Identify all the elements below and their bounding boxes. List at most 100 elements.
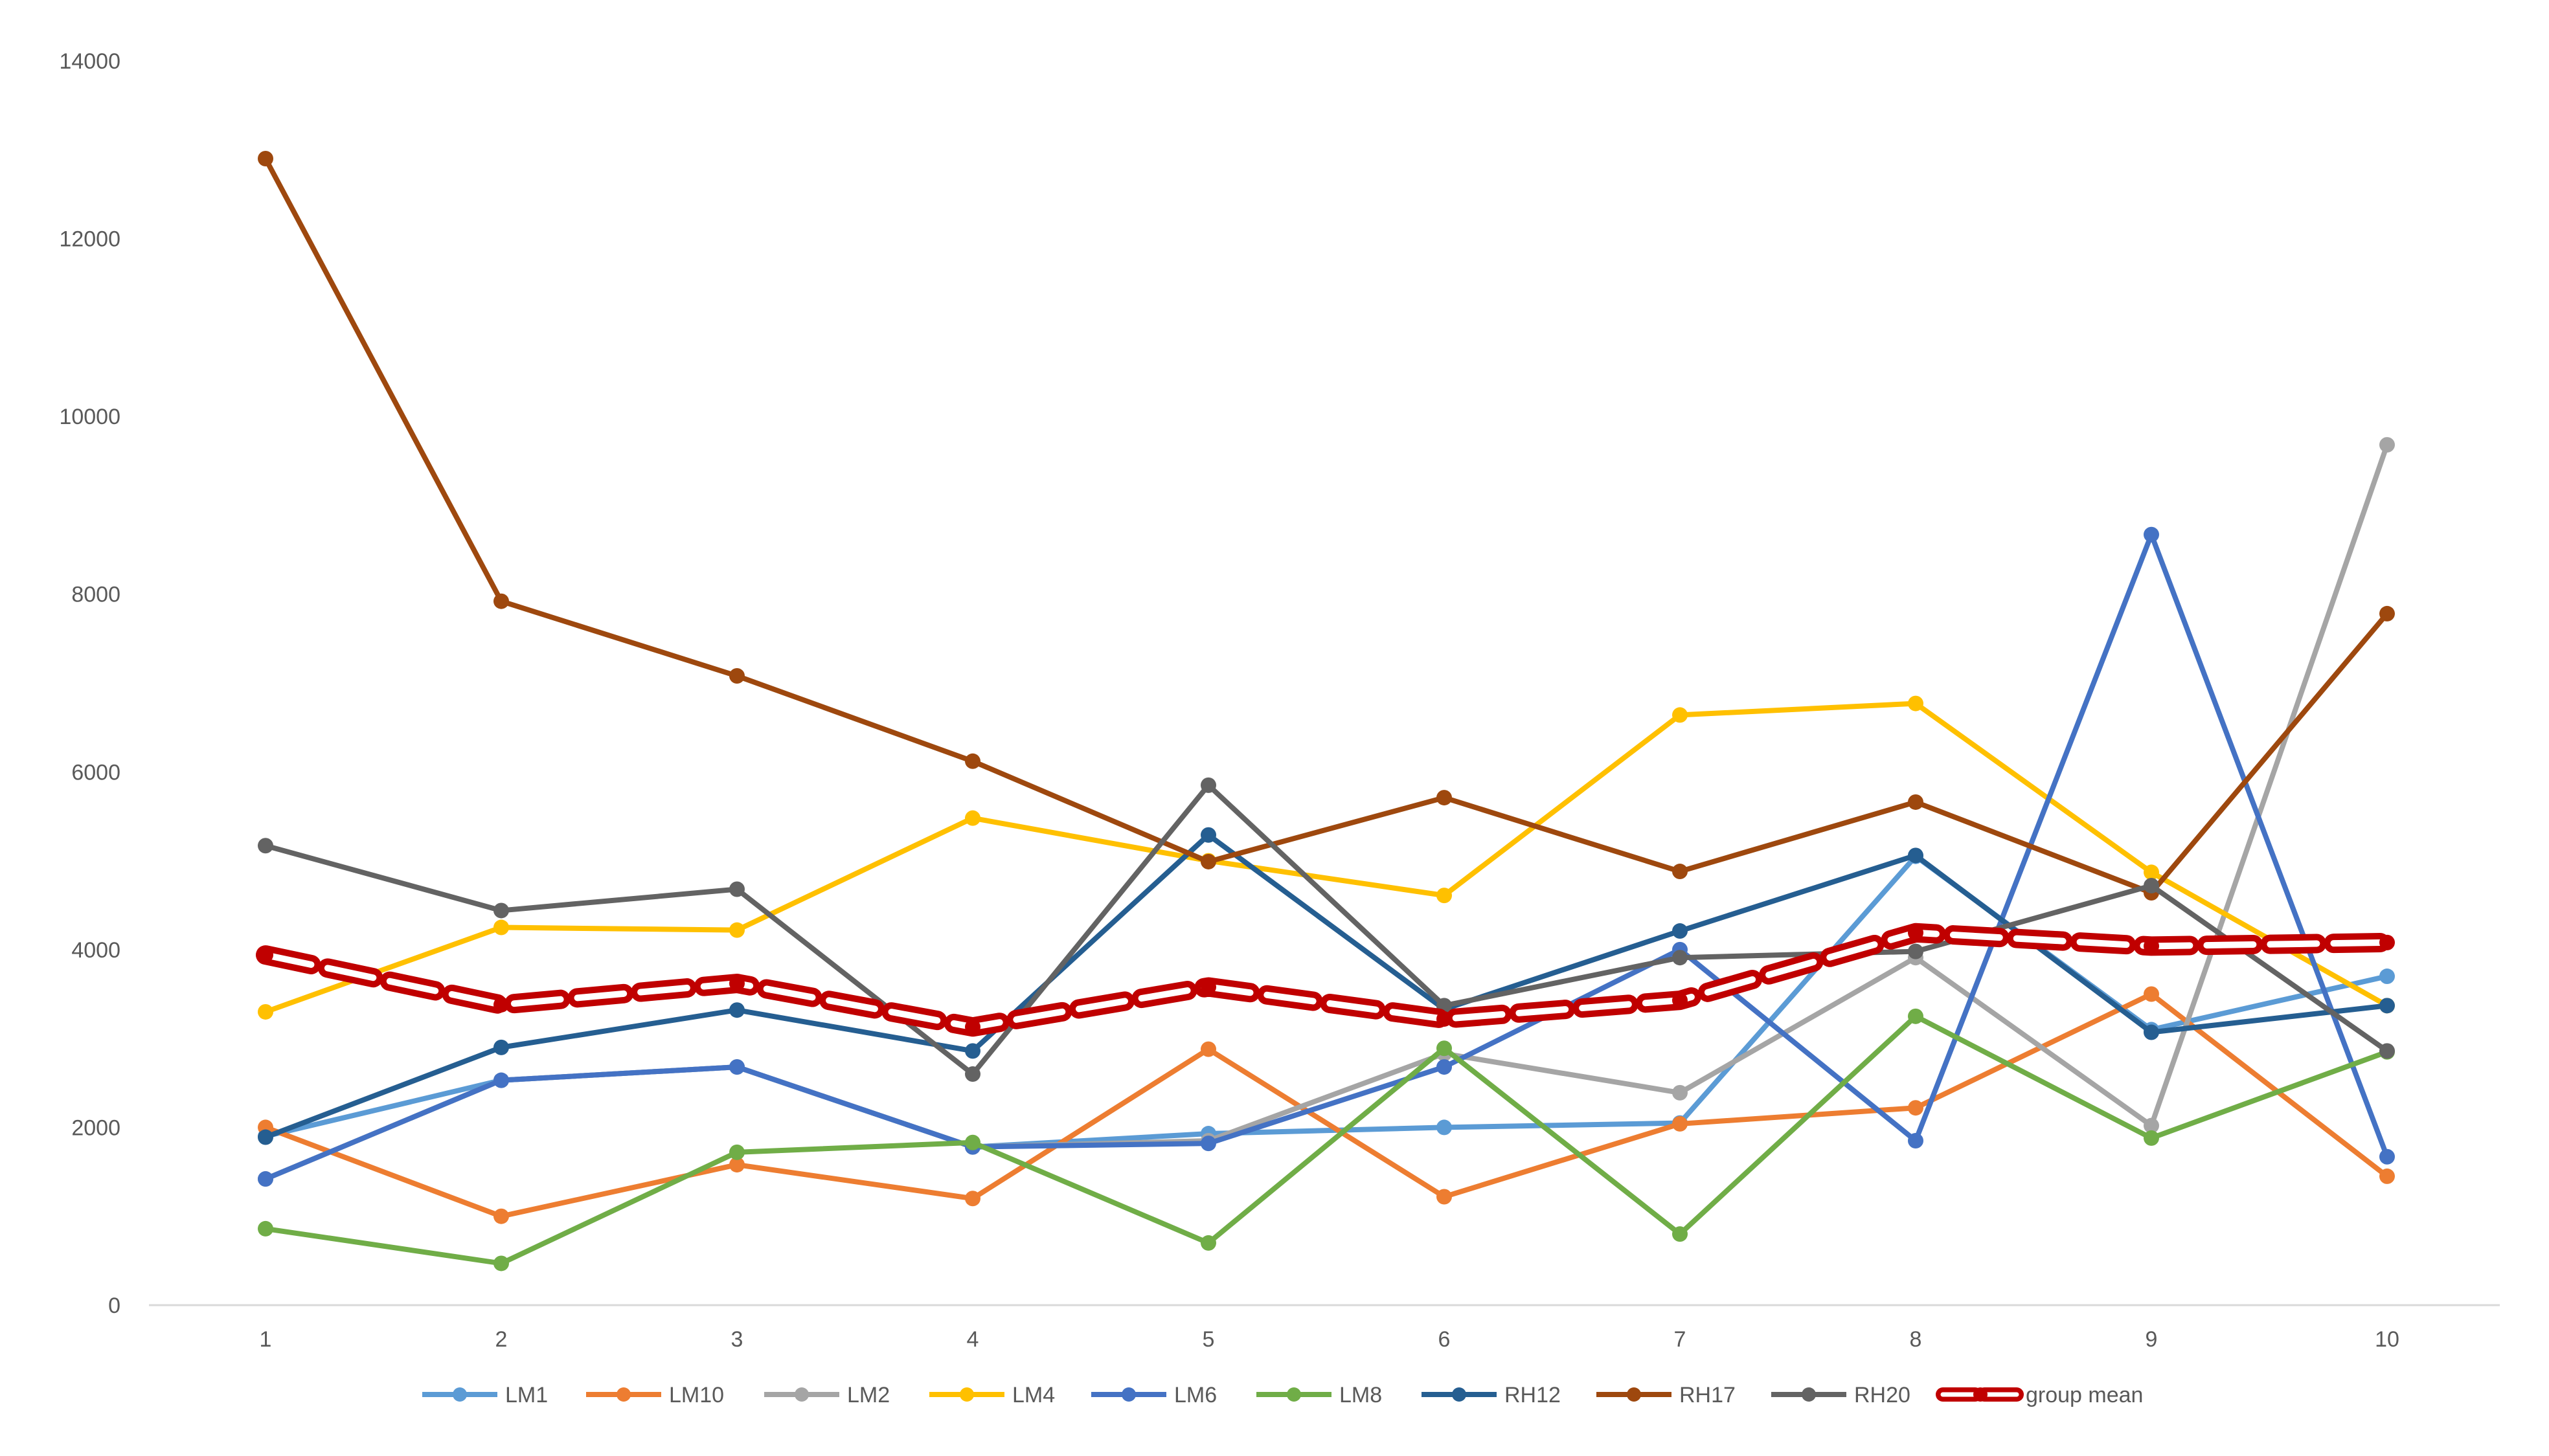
- data-point: [2144, 526, 2159, 543]
- y-tick-label: 4000: [71, 938, 120, 963]
- series-rh17: [258, 151, 2395, 901]
- legend-label: RH20: [1854, 1383, 1910, 1407]
- data-point: [493, 1255, 509, 1271]
- data-point: [965, 1191, 980, 1207]
- data-point: [729, 668, 745, 684]
- series-lm8: [258, 1008, 2395, 1271]
- data-point: [258, 1129, 273, 1145]
- x-tick-label: 9: [2146, 1327, 2158, 1352]
- series-line: [264, 532, 2390, 1182]
- data-point: [729, 881, 745, 897]
- y-tick-label: 14000: [59, 49, 120, 74]
- y-tick-label: 6000: [71, 760, 120, 785]
- data-point: [2144, 864, 2159, 880]
- legend-marker: [1802, 1387, 1816, 1402]
- x-tick-label: 1: [260, 1327, 272, 1352]
- legend-marker: [795, 1387, 809, 1402]
- legend-item: RH12: [1422, 1383, 1561, 1407]
- series-group-mean: [256, 923, 2397, 1037]
- data-point: [729, 1059, 745, 1075]
- data-point: [1201, 1041, 1216, 1057]
- data-point: [1201, 1235, 1216, 1251]
- legend-item: LM2: [764, 1383, 890, 1407]
- legend-marker: [1287, 1387, 1301, 1402]
- series-line: [265, 1013, 2388, 1266]
- data-point: [493, 1072, 509, 1088]
- y-axis: 0 2000 4000 6000 8000 10000 12000 14000: [59, 49, 120, 1318]
- legend-item: RH17: [1596, 1383, 1736, 1407]
- legend-item: LM6: [1091, 1383, 1217, 1407]
- data-point: [2379, 437, 2395, 453]
- legend-marker: [453, 1387, 467, 1402]
- legend-label: LM1: [505, 1383, 548, 1407]
- series-line: [264, 700, 2388, 1014]
- data-point: [1672, 1226, 1688, 1242]
- series-layer: [256, 151, 2397, 1271]
- data-point: [1201, 979, 1216, 995]
- data-point: [1908, 1133, 1923, 1149]
- data-point: [965, 810, 980, 826]
- series-line: [263, 157, 2390, 895]
- x-tick-label: 6: [1438, 1327, 1451, 1352]
- legend-item: LM10: [586, 1383, 724, 1407]
- data-point: [2379, 1043, 2395, 1059]
- data-point: [258, 838, 273, 854]
- data-point: [2144, 1130, 2159, 1146]
- x-tick-label: 8: [1910, 1327, 1922, 1352]
- data-point: [258, 1220, 273, 1237]
- data-point: [2144, 878, 2159, 894]
- data-point: [2379, 969, 2395, 985]
- data-point: [493, 593, 509, 609]
- data-point: [2379, 605, 2395, 622]
- x-tick-label: 10: [2375, 1327, 2399, 1352]
- y-tick-label: 2000: [71, 1115, 120, 1140]
- data-point: [1908, 924, 1923, 941]
- data-point: [1908, 794, 1923, 810]
- data-point: [258, 947, 273, 963]
- data-point: [1908, 695, 1923, 711]
- data-point: [2144, 1024, 2159, 1040]
- data-point: [1672, 950, 1688, 966]
- series-rh20: [258, 777, 2395, 1082]
- data-point: [1436, 790, 1452, 806]
- data-point: [2379, 1168, 2395, 1184]
- legend-label: LM4: [1012, 1383, 1055, 1407]
- x-tick-label: 5: [1203, 1327, 1215, 1352]
- data-point: [1201, 827, 1216, 843]
- legend-marker: [1973, 1387, 1988, 1402]
- data-point: [729, 922, 745, 938]
- data-point: [1672, 1084, 1688, 1101]
- data-point: [493, 996, 509, 1013]
- data-point: [1201, 777, 1216, 793]
- series-line: [264, 991, 2389, 1219]
- series-line: [256, 923, 2397, 1037]
- legend-marker: [1627, 1387, 1641, 1402]
- data-point: [2379, 934, 2395, 950]
- data-point: [493, 1039, 509, 1055]
- data-point: [493, 919, 509, 935]
- legend-label: group mean: [2026, 1383, 2143, 1407]
- data-point: [1436, 1011, 1452, 1027]
- legend-label: LM8: [1339, 1383, 1382, 1407]
- legend-marker: [1122, 1387, 1136, 1402]
- legend-item: group mean: [1936, 1383, 2143, 1407]
- data-point: [2144, 986, 2159, 1002]
- legend-label: LM10: [669, 1383, 724, 1407]
- data-point: [965, 1043, 980, 1059]
- data-point: [729, 1144, 745, 1160]
- data-point: [1672, 923, 1688, 939]
- data-point: [965, 1066, 980, 1082]
- legend-item: LM4: [929, 1383, 1055, 1407]
- legend: LM1 LM10 LM2 LM4 LM6 LM8 RH12 RH17 RH20 group mea…: [422, 1383, 2143, 1407]
- legend-label: RH17: [1679, 1383, 1736, 1407]
- y-tick-label: 0: [108, 1294, 120, 1318]
- data-point: [1436, 1040, 1452, 1057]
- legend-marker: [1452, 1387, 1466, 1402]
- data-point: [1908, 847, 1923, 864]
- data-point: [1201, 1136, 1216, 1152]
- legend-item: RH20: [1771, 1383, 1910, 1407]
- legend-marker: [617, 1387, 631, 1402]
- y-tick-label: 10000: [59, 405, 120, 429]
